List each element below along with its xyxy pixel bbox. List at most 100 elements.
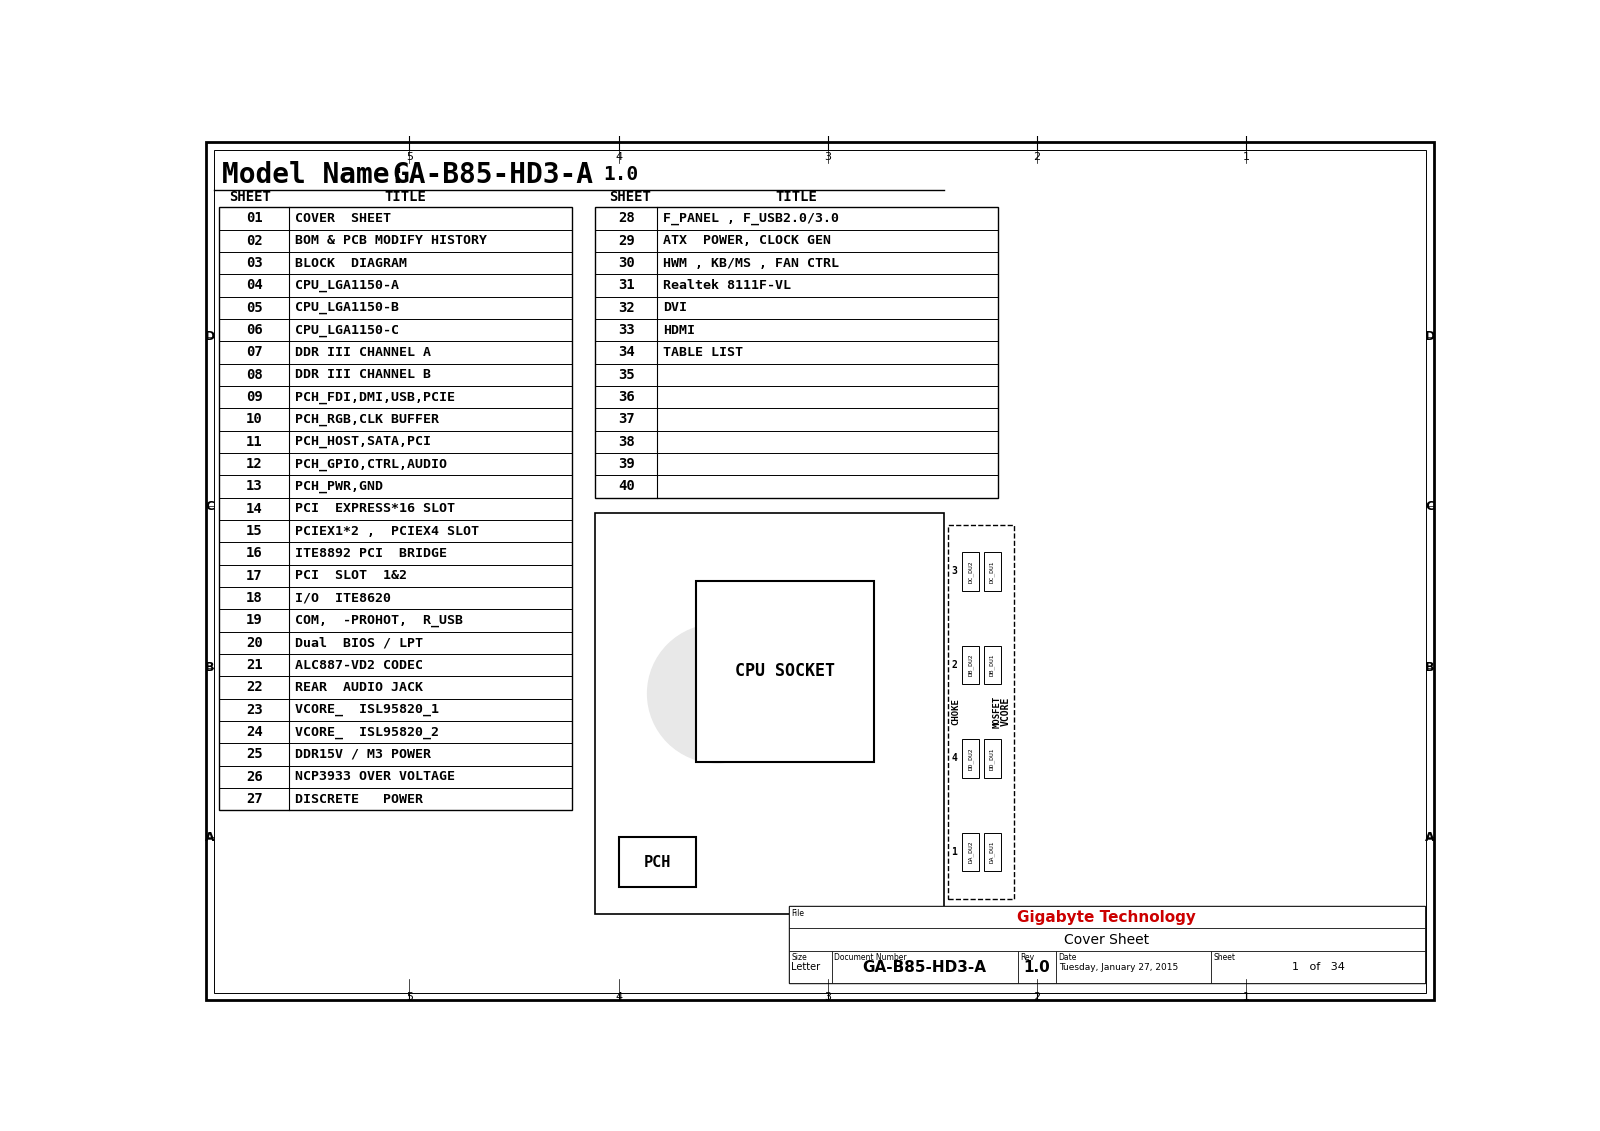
Text: DDR III CHANNEL B: DDR III CHANNEL B — [296, 369, 432, 381]
Text: 32: 32 — [618, 301, 635, 314]
Text: 03: 03 — [246, 256, 262, 270]
Text: HWM , KB/MS , FAN CTRL: HWM , KB/MS , FAN CTRL — [664, 257, 840, 269]
Text: DD_DU2: DD_DU2 — [968, 748, 973, 770]
Text: 4: 4 — [614, 152, 622, 162]
Text: TITLE: TITLE — [384, 190, 426, 204]
Text: SHEET: SHEET — [610, 190, 651, 204]
Text: 01: 01 — [246, 211, 262, 225]
Text: VCORE: VCORE — [1002, 697, 1011, 726]
Text: Size: Size — [792, 952, 806, 961]
Text: Gigabyte Technology: Gigabyte Technology — [1018, 909, 1197, 925]
Text: Rev: Rev — [1019, 952, 1034, 961]
Text: 23: 23 — [246, 702, 262, 717]
Text: B: B — [1426, 662, 1435, 674]
Text: 05: 05 — [246, 301, 262, 314]
Text: PCI  EXPRESS*16 SLOT: PCI EXPRESS*16 SLOT — [296, 502, 456, 516]
Text: 31: 31 — [618, 278, 635, 293]
Bar — [947, 525, 1014, 899]
Text: 29: 29 — [618, 234, 635, 248]
Bar — [962, 552, 979, 590]
Text: 36: 36 — [618, 390, 635, 404]
Text: 15: 15 — [246, 524, 262, 538]
Text: 34: 34 — [618, 345, 635, 360]
Text: Dual  BIOS / LPT: Dual BIOS / LPT — [296, 637, 424, 649]
Bar — [789, 929, 1424, 951]
Text: 18: 18 — [246, 592, 262, 605]
Text: TITLE: TITLE — [776, 190, 818, 204]
Text: DA_DU1: DA_DU1 — [989, 840, 995, 863]
Text: 2: 2 — [1034, 992, 1040, 1002]
Bar — [984, 832, 1000, 871]
Text: DISCRETE   POWER: DISCRETE POWER — [296, 793, 424, 805]
Text: C: C — [1426, 500, 1435, 512]
Text: NCP3933 OVER VOLTAGE: NCP3933 OVER VOLTAGE — [296, 770, 456, 784]
Text: 3: 3 — [824, 152, 832, 162]
Text: CPU_LGA1150-C: CPU_LGA1150-C — [296, 323, 400, 337]
Text: 28: 28 — [618, 211, 635, 225]
Text: 39: 39 — [618, 457, 635, 472]
Text: Sheet: Sheet — [1214, 952, 1235, 961]
Text: 10: 10 — [246, 413, 262, 426]
Text: 38: 38 — [618, 434, 635, 449]
Text: 06: 06 — [246, 323, 262, 337]
Text: Letter: Letter — [792, 962, 821, 973]
Text: F_PANEL , F_USB2.0/3.0: F_PANEL , F_USB2.0/3.0 — [664, 211, 840, 225]
Bar — [1018, 951, 1056, 984]
Text: HDMI: HDMI — [664, 323, 696, 337]
Text: 11: 11 — [246, 434, 262, 449]
Text: 22: 22 — [246, 681, 262, 694]
Text: PCIEX1*2 ,  PCIEX4 SLOT: PCIEX1*2 , PCIEX4 SLOT — [296, 525, 480, 537]
Text: PCH_RGB,CLK BUFFER: PCH_RGB,CLK BUFFER — [296, 413, 440, 426]
Bar — [832, 951, 1018, 984]
Bar — [984, 646, 1000, 684]
Text: GA-B85-HD3-A: GA-B85-HD3-A — [862, 960, 987, 975]
Text: PCH_FDI,DMI,USB,PCIE: PCH_FDI,DMI,USB,PCIE — [296, 390, 456, 404]
Text: 1: 1 — [950, 847, 957, 857]
Text: COM,  -PROHOT,  R_USB: COM, -PROHOT, R_USB — [296, 614, 464, 627]
Text: MOSFET: MOSFET — [992, 696, 1002, 728]
Text: D: D — [205, 330, 214, 343]
Text: BLOCK  DIAGRAM: BLOCK DIAGRAM — [296, 257, 408, 269]
Text: 27: 27 — [246, 792, 262, 806]
Bar — [962, 740, 979, 778]
Text: 07: 07 — [246, 345, 262, 360]
Text: BOM & PCB MODIFY HISTORY: BOM & PCB MODIFY HISTORY — [296, 234, 488, 248]
Bar — [1211, 951, 1424, 984]
Text: 37: 37 — [618, 413, 635, 426]
Text: 02: 02 — [246, 234, 262, 248]
Bar — [619, 837, 696, 887]
Text: 20: 20 — [246, 636, 262, 650]
Text: 12: 12 — [246, 457, 262, 472]
Text: DC_DU2: DC_DU2 — [968, 560, 973, 582]
Text: 2: 2 — [1034, 152, 1040, 162]
Text: 33: 33 — [618, 323, 635, 337]
Bar — [219, 207, 573, 810]
Text: PCH_PWR,GND: PCH_PWR,GND — [296, 480, 384, 493]
Text: CPU_LGA1150-B: CPU_LGA1150-B — [296, 301, 400, 314]
Text: 1.0: 1.0 — [603, 165, 638, 184]
Text: DVI: DVI — [664, 301, 688, 314]
Text: GA-B85-HD3-A: GA-B85-HD3-A — [392, 161, 594, 189]
Text: 3: 3 — [824, 992, 832, 1002]
Bar — [962, 832, 979, 871]
Text: 35: 35 — [618, 368, 635, 382]
Bar — [984, 552, 1000, 590]
Bar — [1056, 951, 1211, 984]
Text: B: B — [205, 662, 214, 674]
Text: 1: 1 — [1243, 992, 1250, 1002]
Text: File: File — [792, 909, 805, 917]
Text: 04: 04 — [246, 278, 262, 293]
Bar — [984, 740, 1000, 778]
Text: DDR15V / M3 POWER: DDR15V / M3 POWER — [296, 748, 432, 761]
Text: 1   of   34: 1 of 34 — [1291, 962, 1344, 973]
Text: 5: 5 — [406, 152, 413, 162]
Bar — [962, 646, 979, 684]
Bar — [789, 906, 1424, 984]
Text: DA_DU2: DA_DU2 — [968, 840, 973, 863]
Text: 16: 16 — [246, 546, 262, 561]
Text: ATX  POWER, CLOCK GEN: ATX POWER, CLOCK GEN — [664, 234, 832, 248]
Text: Document Number: Document Number — [834, 952, 907, 961]
Text: CHOKE: CHOKE — [950, 698, 960, 725]
Text: PCH: PCH — [643, 855, 670, 870]
Text: CPU SOCKET: CPU SOCKET — [734, 663, 835, 681]
